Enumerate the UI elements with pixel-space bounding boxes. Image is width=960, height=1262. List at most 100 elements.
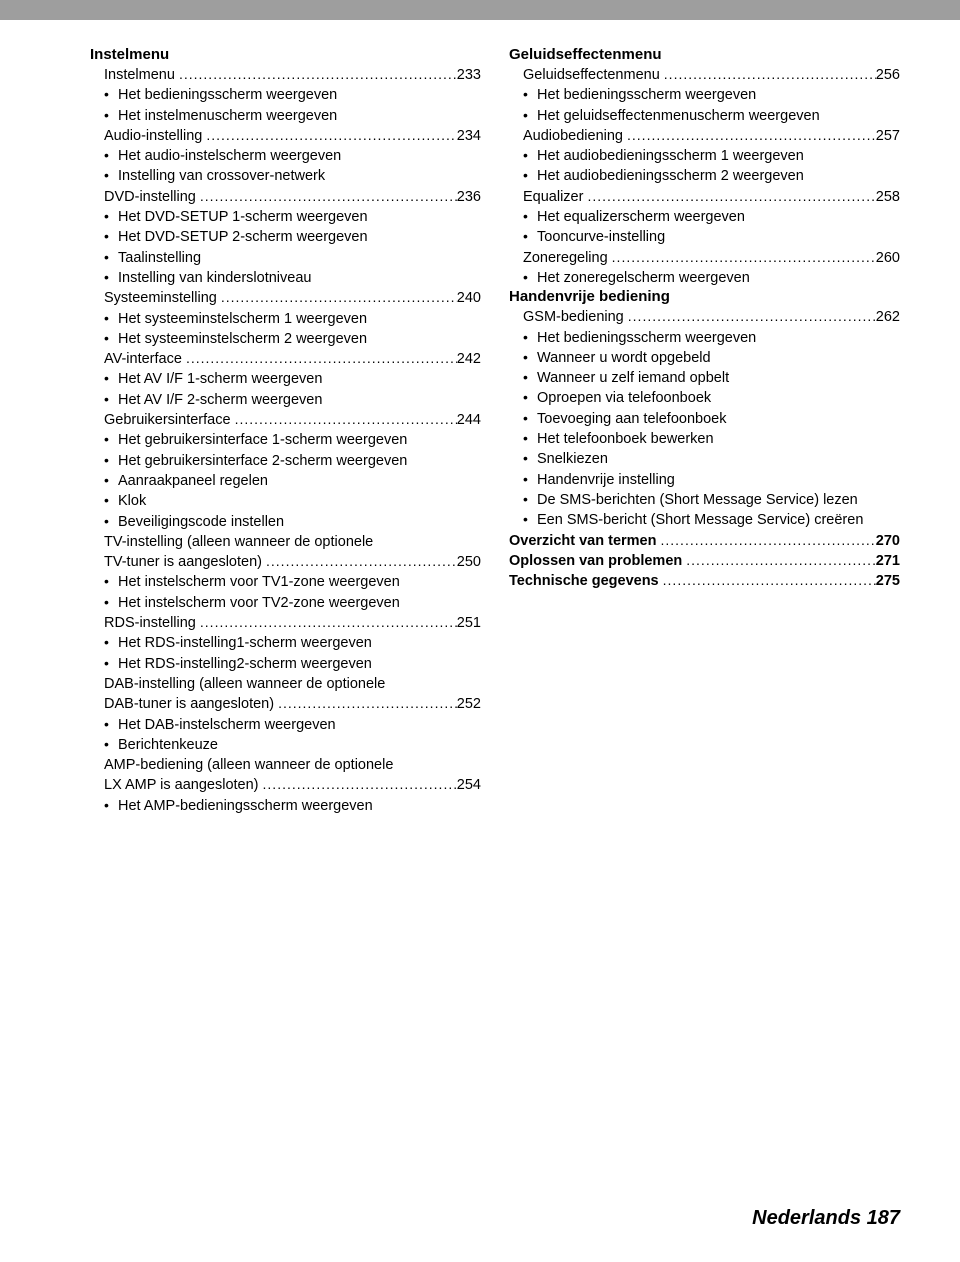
toc-page: 252 [457, 694, 481, 714]
bullet-item: •Het RDS-instelling2-scherm weergeven [90, 654, 481, 674]
toc-dots: ........................................… [206, 126, 456, 146]
bullet-icon: • [523, 368, 537, 388]
bullet-item: •Het geluidseffectenmenuscherm weergeven [509, 106, 900, 126]
bullet-icon: • [104, 654, 118, 674]
toc-label: RDS-instelling [104, 613, 200, 633]
column-left: InstelmenuInstelmenu ...................… [90, 46, 481, 816]
toc-label: Audio-instelling [104, 126, 206, 146]
bullet-text: Het instelscherm voor TV2-zone weergeven [118, 593, 481, 613]
toc-entry: Zoneregeling ...........................… [509, 248, 900, 268]
column-right: GeluidseffectenmenuGeluidseffectenmenu .… [509, 46, 900, 816]
bullet-icon: • [104, 146, 118, 166]
bullet-icon: • [523, 510, 537, 530]
bullet-item: •Het RDS-instelling1-scherm weergeven [90, 633, 481, 653]
toc-entry: Audio-instelling .......................… [90, 126, 481, 146]
bullet-item: •Het AV I/F 2-scherm weergeven [90, 390, 481, 410]
bullet-icon: • [104, 166, 118, 186]
bullet-item: •Het bedieningsscherm weergeven [90, 85, 481, 105]
page-content: InstelmenuInstelmenu ...................… [0, 20, 960, 816]
bullet-icon: • [104, 633, 118, 653]
bullet-icon: • [104, 85, 118, 105]
toc-label: Audiobediening [523, 126, 627, 146]
bullet-icon: • [523, 429, 537, 449]
bullet-item: •Tooncurve-instelling [509, 227, 900, 247]
toc-dots: ........................................… [235, 410, 457, 430]
bullet-icon: • [523, 388, 537, 408]
bullet-text: Het DVD-SETUP 1-scherm weergeven [118, 207, 481, 227]
bullet-text: De SMS-berichten (Short Message Service)… [537, 490, 900, 510]
bullet-icon: • [104, 491, 118, 511]
toc-page: 251 [457, 613, 481, 633]
bullet-text: Tooncurve-instelling [537, 227, 900, 247]
toc-entry: Instelmenu .............................… [90, 65, 481, 85]
bullet-item: •Het AMP-bedieningsscherm weergeven [90, 796, 481, 816]
bullet-text: Oproepen via telefoonboek [537, 388, 900, 408]
bullet-text: Het gebruikersinterface 1-scherm weergev… [118, 430, 481, 450]
bullet-text: Het AV I/F 1-scherm weergeven [118, 369, 481, 389]
bullet-text: Het AMP-bedieningsscherm weergeven [118, 796, 481, 816]
bullet-text: Handenvrije instelling [537, 470, 900, 490]
bullet-text: Het audio-instelscherm weergeven [118, 146, 481, 166]
toc-label: Oplossen van problemen [509, 551, 686, 571]
toc-dots: ........................................… [179, 65, 457, 85]
toc-entry: DAB-tuner is aangesloten) ..............… [90, 694, 481, 714]
bullet-text: Het bedieningsscherm weergeven [118, 85, 481, 105]
bullet-item: •Taalinstelling [90, 248, 481, 268]
bullet-item: •Oproepen via telefoonboek [509, 388, 900, 408]
bullet-icon: • [523, 166, 537, 186]
toc-dots: ........................................… [200, 187, 457, 207]
toc-page: 262 [876, 307, 900, 327]
toc-page: 233 [457, 65, 481, 85]
bullet-item: •Het zoneregelscherm weergeven [509, 268, 900, 288]
bullet-icon: • [104, 471, 118, 491]
bullet-icon: • [104, 572, 118, 592]
bullet-text: Het DAB-instelscherm weergeven [118, 715, 481, 735]
bullet-text: Het bedieningsscherm weergeven [537, 328, 900, 348]
toc-dots: ........................................… [221, 288, 457, 308]
bullet-icon: • [104, 451, 118, 471]
toc-page: 240 [457, 288, 481, 308]
bullet-item: •Wanneer u zelf iemand opbelt [509, 368, 900, 388]
bullet-item: •Het instelscherm voor TV1-zone weergeve… [90, 572, 481, 592]
bullet-text: Het RDS-instelling2-scherm weergeven [118, 654, 481, 674]
toc-entry: Oplossen van problemen .................… [509, 551, 900, 571]
bullet-icon: • [523, 490, 537, 510]
toc-dots: ........................................… [661, 531, 876, 551]
bullet-text: Wanneer u wordt opgebeld [537, 348, 900, 368]
toc-entry: Systeeminstelling ......................… [90, 288, 481, 308]
toc-entry: Geluidseffectenmenu ....................… [509, 65, 900, 85]
bullet-text: Het instelscherm voor TV1-zone weergeven [118, 572, 481, 592]
bullet-text: Het systeeminstelscherm 1 weergeven [118, 309, 481, 329]
toc-label: TV-tuner is aangesloten) [104, 552, 266, 572]
bullet-text: Instelling van kinderslotniveau [118, 268, 481, 288]
toc-entry: Equalizer ..............................… [509, 187, 900, 207]
bullet-item: •Het DAB-instelscherm weergeven [90, 715, 481, 735]
bullet-text: Een SMS-bericht (Short Message Service) … [537, 510, 900, 530]
toc-entry: DVD-instelling .........................… [90, 187, 481, 207]
toc-label: LX AMP is aangesloten) [104, 775, 263, 795]
toc-page: 275 [876, 571, 900, 591]
toc-dots: ........................................… [663, 571, 876, 591]
toc-label: Zoneregeling [523, 248, 612, 268]
toc-dots: ........................................… [664, 65, 876, 85]
toc-entry: AV-interface ...........................… [90, 349, 481, 369]
bullet-text: Het bedieningsscherm weergeven [537, 85, 900, 105]
bullet-text: Taalinstelling [118, 248, 481, 268]
toc-label: DAB-tuner is aangesloten) [104, 694, 278, 714]
toc-page: 254 [457, 775, 481, 795]
bullet-item: •Klok [90, 491, 481, 511]
bullet-text: Het equalizerscherm weergeven [537, 207, 900, 227]
bullet-item: •Het instelmenuscherm weergeven [90, 106, 481, 126]
bullet-item: •Het systeeminstelscherm 1 weergeven [90, 309, 481, 329]
toc-label: Instelmenu [104, 65, 179, 85]
bullet-item: •Het DVD-SETUP 1-scherm weergeven [90, 207, 481, 227]
bullet-item: •Een SMS-bericht (Short Message Service)… [509, 510, 900, 530]
toc-dots: ........................................… [627, 126, 876, 146]
toc-page: 271 [876, 551, 900, 571]
bullet-item: •Wanneer u wordt opgebeld [509, 348, 900, 368]
page-footer: Nederlands 187 [752, 1207, 900, 1230]
toc-page: 242 [457, 349, 481, 369]
bullet-item: •Het audio-instelscherm weergeven [90, 146, 481, 166]
toc-page: 236 [457, 187, 481, 207]
bullet-text: Het gebruikersinterface 2-scherm weergev… [118, 451, 481, 471]
